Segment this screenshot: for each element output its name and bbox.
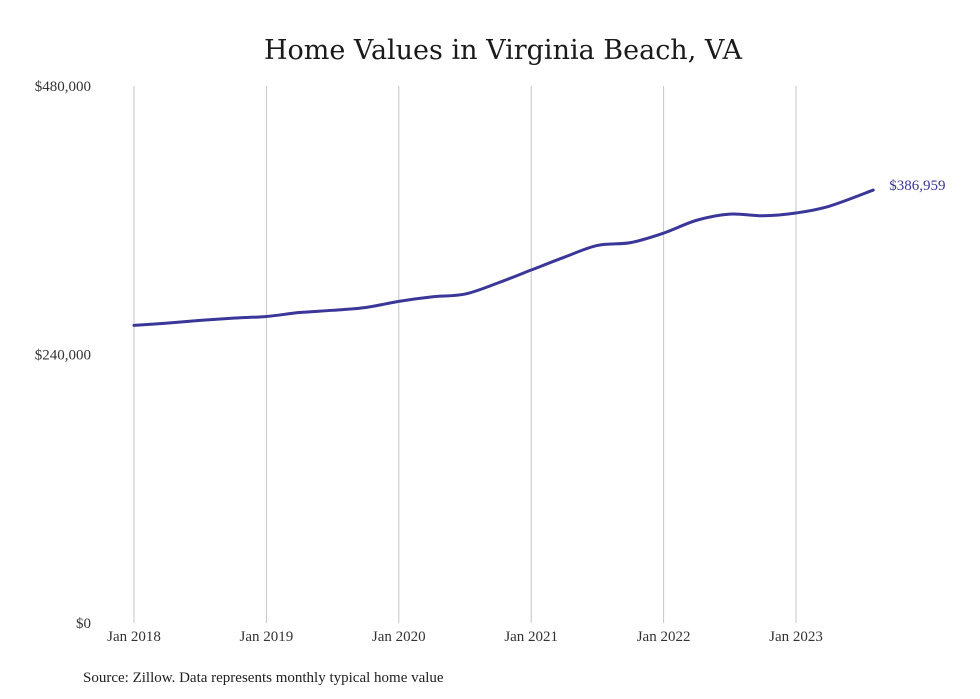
data-point (761, 214, 764, 217)
data-point (497, 281, 500, 284)
y-tick-label: $240,000 (35, 348, 91, 364)
data-point (530, 269, 533, 272)
vertical-gridlines (133, 86, 797, 623)
data-point (563, 256, 566, 259)
data-point (430, 295, 433, 298)
data-point (397, 300, 400, 303)
data-point (596, 244, 599, 247)
x-axis-tick-labels: Jan 2018 Jan 2019 Jan 2020 Jan 2021 Jan 2022… (107, 629, 823, 645)
x-tick-label: Jan 2023 (769, 629, 823, 645)
data-point (166, 322, 169, 325)
data-point (728, 213, 731, 216)
data-point (872, 189, 875, 192)
series-group: $386,959 (132, 178, 945, 327)
data-point (795, 211, 798, 214)
y-tick-label: $0 (76, 616, 91, 632)
source-note: Source: Zillow. Data represents monthly … (83, 670, 444, 686)
x-tick-label: Jan 2020 (372, 629, 426, 645)
end-value-label: $386,959 (889, 178, 945, 194)
x-tick-label: Jan 2021 (504, 629, 558, 645)
data-point (331, 309, 334, 312)
data-point (629, 241, 632, 244)
y-tick-label: $480,000 (35, 79, 91, 95)
x-tick-label: Jan 2018 (107, 629, 161, 645)
data-point (199, 319, 202, 322)
data-point (232, 317, 235, 320)
data-point (265, 315, 268, 318)
data-point (828, 205, 831, 208)
x-tick-label: Jan 2022 (637, 629, 691, 645)
chart-title: Home Values in Virginia Beach, VA (264, 35, 743, 66)
data-point (298, 311, 301, 314)
data-point (662, 232, 665, 235)
data-point (695, 219, 698, 222)
data-point (133, 324, 136, 327)
y-axis-tick-labels: $0 $240,000 $480,000 (35, 79, 91, 632)
series-line (132, 188, 875, 327)
x-tick-label: Jan 2019 (240, 629, 294, 645)
data-point (464, 293, 467, 296)
data-point (364, 306, 367, 309)
